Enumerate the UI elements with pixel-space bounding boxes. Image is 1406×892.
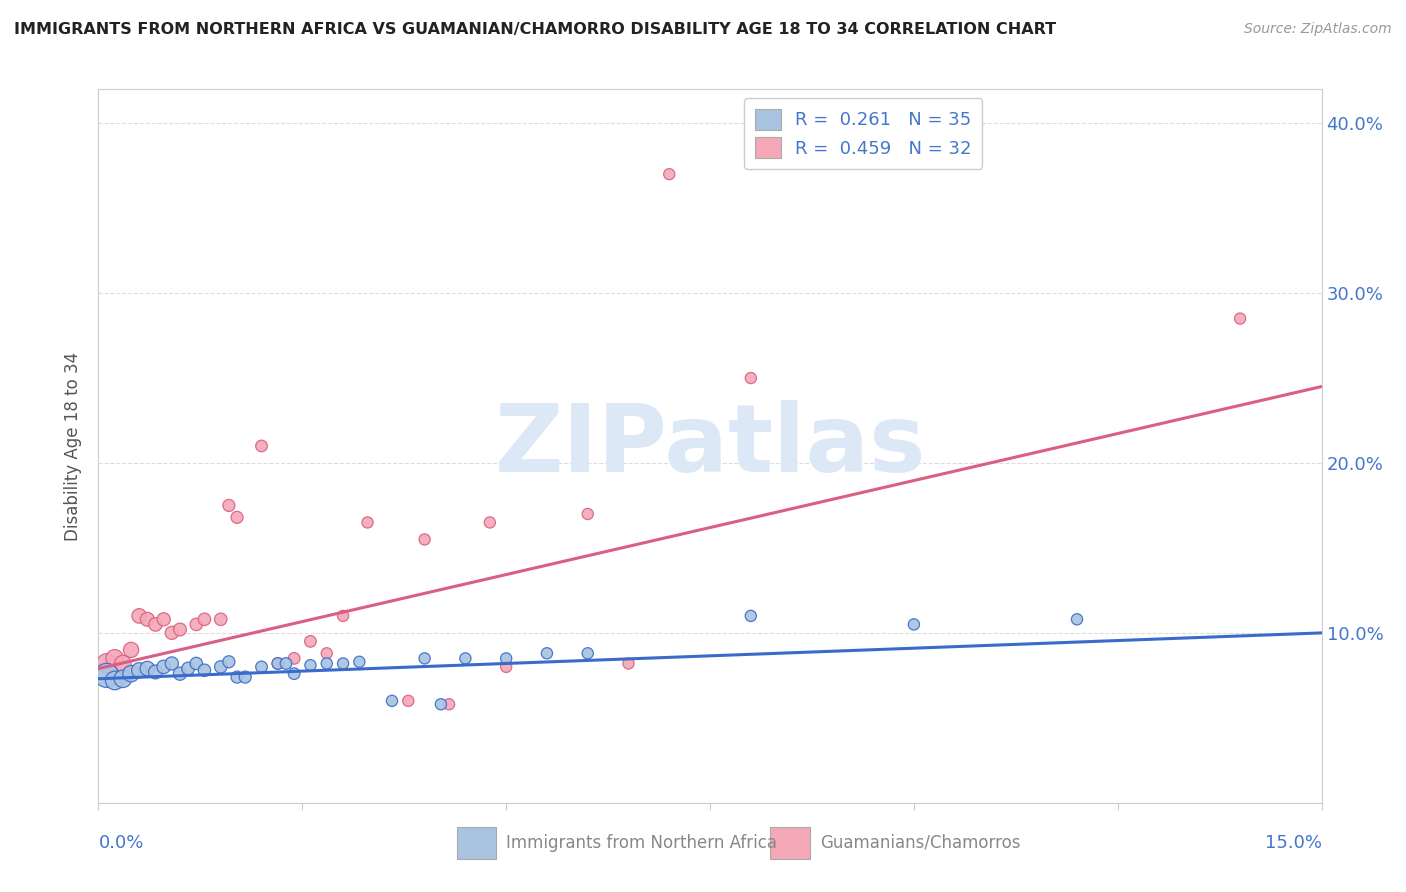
Point [576,507,599,521]
Point [740,608,762,623]
Text: Guamanians/Chamorros: Guamanians/Chamorros [820,834,1021,852]
Point [478,516,501,530]
Y-axis label: Disability Age 18 to 34: Disability Age 18 to 34 [65,351,83,541]
Point [218,499,240,513]
Point [250,660,273,674]
Point [267,657,290,671]
Point [186,657,208,671]
Point [145,617,167,632]
Point [209,660,232,674]
Point [128,663,150,677]
Point [332,608,354,623]
Point [111,672,134,686]
Point [104,673,127,688]
Point [136,612,159,626]
Text: ZIPatlas: ZIPatlas [495,400,925,492]
Point [169,666,191,681]
Point [356,516,378,530]
Point [169,623,191,637]
Point [128,608,150,623]
Point [160,657,183,671]
Point [430,698,453,712]
Point [413,651,436,665]
Point [120,666,142,681]
Text: IMMIGRANTS FROM NORTHERN AFRICA VS GUAMANIAN/CHAMORRO DISABILITY AGE 18 TO 34 CO: IMMIGRANTS FROM NORTHERN AFRICA VS GUAMA… [14,22,1056,37]
Point [233,670,256,684]
Point [658,167,681,181]
Text: Source: ZipAtlas.com: Source: ZipAtlas.com [1244,22,1392,37]
Point [111,657,134,671]
Point [96,668,118,682]
Point [283,666,305,681]
Point [1229,311,1251,326]
Point [193,663,215,677]
Point [177,662,200,676]
Point [299,634,322,648]
Point [381,694,404,708]
Point [136,662,159,676]
Point [536,646,558,660]
Point [495,651,517,665]
Point [104,651,127,665]
Point [250,439,273,453]
Point [209,612,232,626]
Point [274,657,297,671]
Point [740,371,762,385]
Point [1066,612,1088,626]
Point [396,694,419,708]
Point [299,658,322,673]
Point [437,698,460,712]
Point [96,657,118,671]
Point [454,651,477,665]
Point [160,626,183,640]
Point [267,657,290,671]
Point [349,655,371,669]
Point [283,651,305,665]
Point [315,646,337,660]
Point [226,670,249,684]
Point [152,612,174,626]
Point [576,646,599,660]
Point [315,657,337,671]
Point [617,657,640,671]
Point [332,657,354,671]
Point [145,665,167,679]
Text: 0.0%: 0.0% [98,834,143,852]
Point [186,617,208,632]
Text: 15.0%: 15.0% [1264,834,1322,852]
Legend: R =  0.261   N = 35, R =  0.459   N = 32: R = 0.261 N = 35, R = 0.459 N = 32 [744,98,983,169]
Point [495,660,517,674]
Point [413,533,436,547]
Point [226,510,249,524]
Point [152,660,174,674]
Text: Immigrants from Northern Africa: Immigrants from Northern Africa [506,834,778,852]
Point [120,643,142,657]
Point [193,612,215,626]
Point [218,655,240,669]
Point [903,617,925,632]
